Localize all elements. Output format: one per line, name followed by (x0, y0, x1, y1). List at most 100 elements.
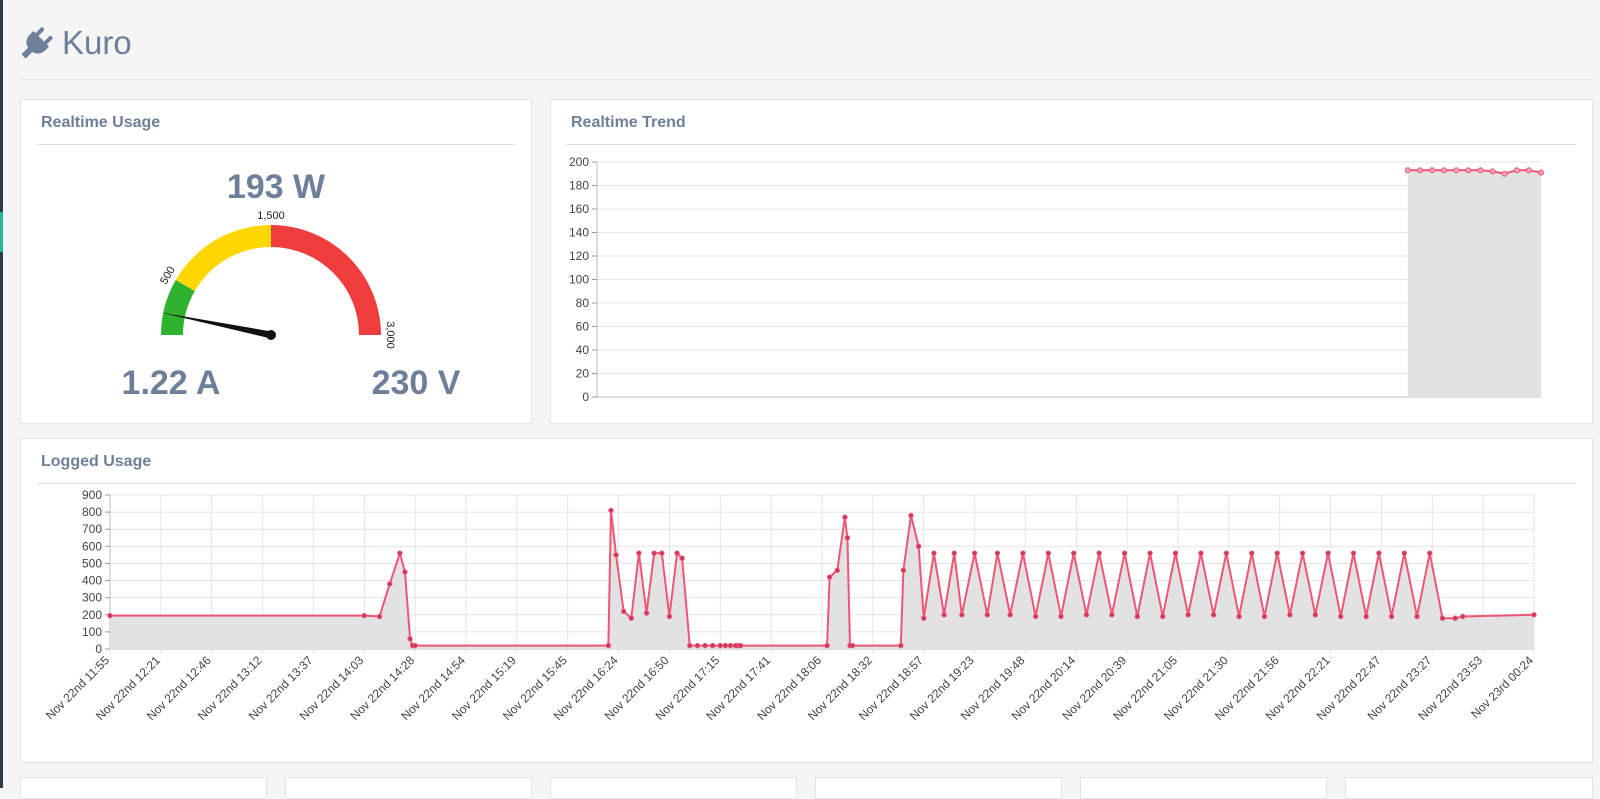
data-point (1513, 167, 1520, 174)
data-point (666, 613, 673, 620)
data-point (1429, 167, 1436, 174)
data-point (1160, 613, 1166, 620)
gauge-tick-label: 1,500 (257, 210, 285, 222)
data-point (959, 612, 965, 618)
realtime-usage-panel: Realtime Usage 193 W 500 1,500 3,000 1.22 … (20, 99, 532, 424)
y-tick-label: 140 (569, 226, 589, 240)
y-tick-label: 0 (95, 642, 102, 656)
data-point (651, 550, 657, 556)
y-tick-label: 200 (569, 155, 589, 169)
data-point (844, 535, 851, 541)
panel-title: Logged Usage (41, 453, 152, 470)
data-point (1416, 167, 1423, 174)
data-point (1460, 613, 1466, 620)
data-point (1236, 613, 1242, 620)
app-title: Kuro (62, 24, 132, 61)
panel-title: Realtime Trend (571, 114, 686, 131)
data-point (1325, 550, 1331, 556)
y-tick-label: 500 (82, 556, 102, 570)
y-tick-label: 160 (569, 202, 589, 216)
data-point (1198, 550, 1204, 556)
series-line (110, 510, 1535, 647)
sidebar-accent (0, 212, 3, 252)
app-header: Kuro (20, 18, 132, 68)
y-tick-label: 120 (569, 249, 589, 263)
gauge-tick-label: 3,000 (384, 321, 396, 349)
y-tick-label: 0 (582, 390, 589, 404)
data-point (1312, 612, 1319, 618)
panel-divider (567, 144, 1576, 145)
data-point (1525, 167, 1532, 174)
data-point (1058, 613, 1064, 620)
panel-stub (1345, 777, 1593, 799)
data-point (1453, 167, 1460, 174)
data-point (1538, 169, 1544, 176)
data-point (397, 550, 403, 556)
data-point (1489, 168, 1496, 175)
panel-stub (1080, 777, 1327, 799)
data-point (824, 642, 830, 649)
data-point (412, 642, 418, 649)
y-tick-label: 40 (576, 343, 590, 357)
data-point (107, 612, 113, 619)
data-point (737, 642, 744, 649)
data-point (636, 550, 642, 556)
panel-stub (550, 777, 797, 799)
data-point (1404, 167, 1411, 174)
data-point (694, 642, 701, 649)
data-point (1147, 550, 1153, 556)
gauge-band (271, 225, 381, 335)
data-point (1439, 615, 1446, 621)
data-point (1531, 612, 1537, 618)
gauge-pivot (266, 330, 276, 340)
data-point (1414, 613, 1420, 620)
data-point (1134, 613, 1141, 620)
data-point (1096, 550, 1102, 556)
data-point (941, 612, 947, 618)
data-point (613, 552, 619, 558)
data-point (674, 550, 680, 556)
y-tick-label: 80 (576, 296, 590, 310)
gauge-band (161, 280, 195, 335)
data-point (1338, 613, 1344, 620)
y-tick-label: 60 (576, 320, 590, 334)
gauge-needle (160, 312, 272, 339)
data-point (727, 642, 734, 649)
y-tick-label: 100 (569, 273, 589, 287)
data-point (1083, 612, 1090, 618)
panel-title: Realtime Usage (41, 114, 161, 131)
data-point (1401, 550, 1408, 556)
data-point (361, 612, 367, 619)
data-point (1441, 167, 1448, 174)
y-tick-label: 180 (569, 179, 589, 193)
y-tick-label: 600 (82, 539, 102, 553)
data-point (1501, 170, 1508, 177)
data-point (1477, 167, 1484, 174)
data-point (1045, 550, 1052, 556)
y-tick-label: 20 (576, 367, 590, 381)
data-point (1071, 550, 1077, 556)
series-area (1407, 170, 1541, 397)
panel-stub (815, 777, 1062, 799)
data-point (1261, 613, 1268, 620)
series-area (110, 510, 1534, 649)
data-point (717, 642, 723, 649)
power-reading: 193 W (226, 168, 326, 206)
data-point (722, 642, 729, 649)
y-tick-label: 800 (82, 505, 102, 519)
y-tick-label: 300 (82, 591, 102, 605)
realtime-trend-chart: 0 20 40 60 80 100 120 140 160 180 200 (569, 155, 1544, 404)
data-point (984, 612, 990, 618)
data-point (1121, 550, 1128, 556)
data-point (605, 642, 612, 649)
realtime-trend-panel: Realtime Trend 0 20 40 60 80 100 120 140 160 180 2… (550, 99, 1593, 424)
data-point (1274, 550, 1280, 556)
data-point (842, 514, 848, 520)
gauge-band (175, 225, 271, 291)
y-tick-label: 400 (82, 574, 102, 588)
panel-stub (20, 777, 267, 799)
data-point (402, 569, 408, 575)
data-point (1388, 613, 1395, 620)
